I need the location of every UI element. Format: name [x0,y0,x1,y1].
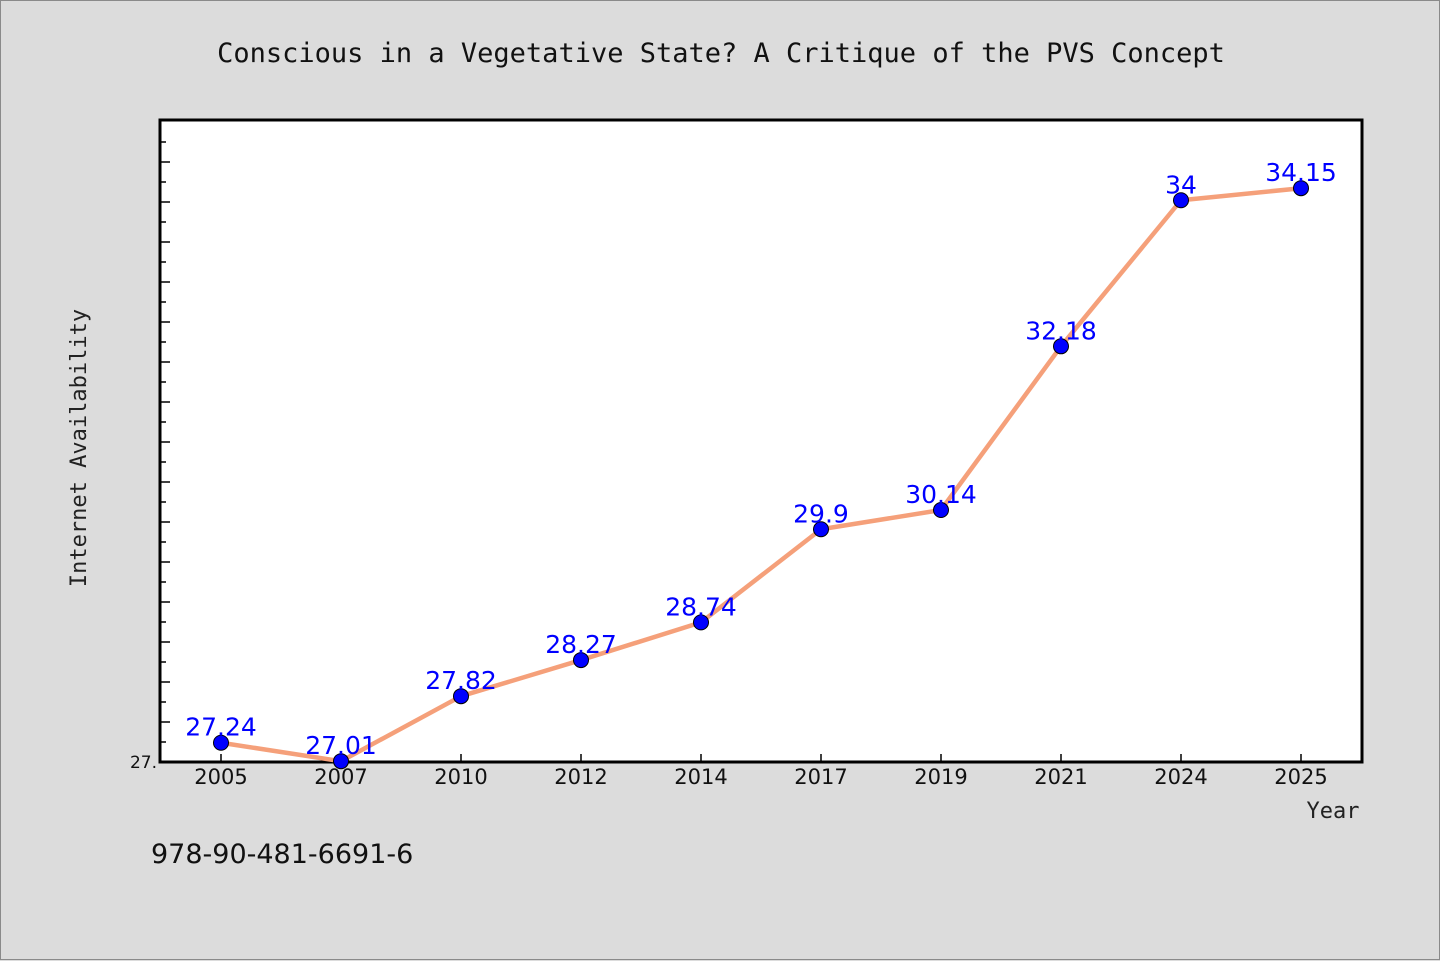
x-tick-label: 2014 [674,765,727,789]
data-label: 32.18 [1025,316,1097,345]
data-point-marker [1293,180,1309,197]
data-point-marker [1173,192,1189,209]
data-point-marker [1053,338,1069,355]
y-axis-label: Internet Availability [67,309,92,587]
plot-area [158,118,1364,764]
x-tick-label: 2021 [1034,765,1087,789]
x-tick-label: 2024 [1154,765,1207,789]
data-labels: 27.24 27.01 27.82 28.27 28.74 29.9 30.14 32.18 3… [185,158,1337,760]
y-axis-ticks: 27. [130,141,170,773]
data-label: 34.15 [1265,158,1337,187]
data-point-marker [813,521,829,538]
series-line [220,185,1302,764]
x-tick-label: 2010 [434,765,487,789]
y-tick-label: 27. [130,753,157,773]
x-tick-label: 2017 [794,765,847,789]
data-point-marker [213,734,229,751]
x-axis-ticks: 2005 2007 2010 2012 2014 2017 2019 2021 2024 2025 [194,754,1328,789]
data-label: 28.74 [665,592,737,621]
data-label: 27.24 [185,713,257,742]
chart-title: Conscious in a Vegetative State? A Criti… [217,38,1225,69]
data-point-marker [333,753,349,770]
x-tick-label: 2005 [194,765,247,789]
data-point-marker [453,688,469,705]
x-axis-label: Year [1307,799,1360,824]
data-point-marker [693,614,709,631]
series-line-group [213,180,1309,770]
x-tick-label: 2012 [554,765,607,789]
data-point-marker [573,652,589,669]
x-tick-label: 2025 [1274,765,1327,789]
data-label: 30.14 [905,480,977,509]
data-label: 27.01 [305,731,377,760]
isbn-footnote: 978-90-481-6691-6 [151,839,413,870]
data-point-marker [933,502,949,519]
x-tick-label: 2019 [914,765,967,789]
data-label: 28.27 [545,630,617,659]
data-label: 34 [1165,170,1197,199]
data-label: 29.9 [793,499,849,528]
data-label: 27.82 [425,666,497,695]
